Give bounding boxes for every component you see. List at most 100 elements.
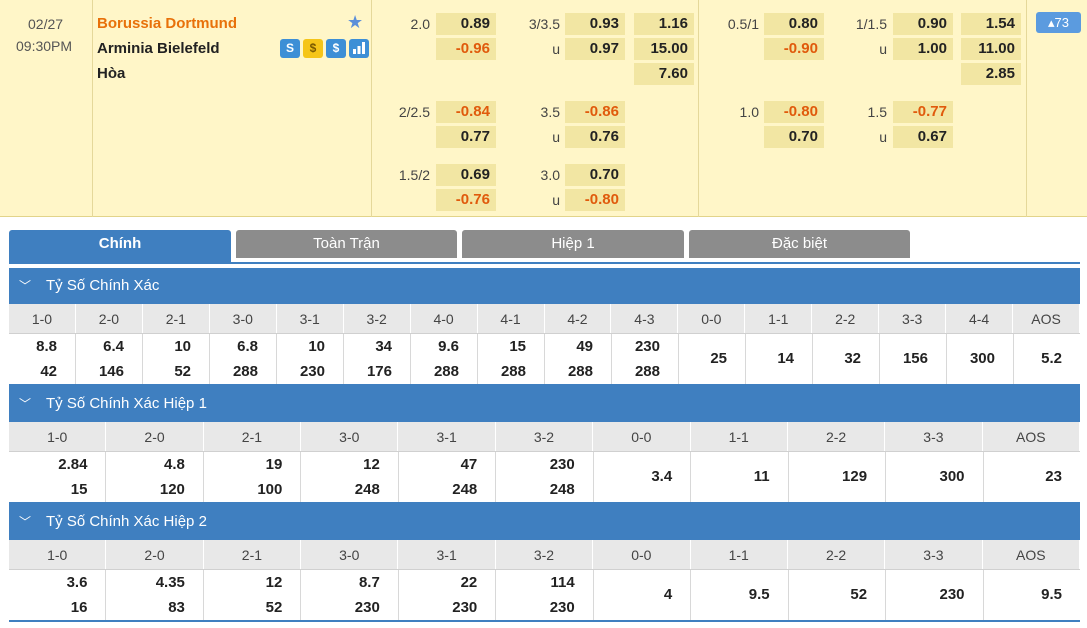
away-score-odds[interactable]: 288 bbox=[567, 363, 593, 380]
tab-main[interactable]: Chính bbox=[9, 230, 231, 264]
favorite-star-icon[interactable]: ★ bbox=[347, 12, 364, 32]
odds-cell[interactable]: -0.86 bbox=[565, 101, 625, 123]
score-odds[interactable]: 4 bbox=[663, 586, 673, 603]
tab-special[interactable]: Đặc biệt bbox=[689, 230, 910, 258]
score-odds-cell[interactable]: 10 52 bbox=[143, 334, 210, 384]
score-odds-cell[interactable]: 230 248 bbox=[496, 452, 594, 502]
score-odds-cell[interactable]: 49 288 bbox=[545, 334, 612, 384]
score-odds[interactable]: 25 bbox=[710, 350, 727, 367]
home-score-odds[interactable]: 15 bbox=[509, 338, 526, 355]
away-score-odds[interactable]: 100 bbox=[257, 481, 283, 498]
home-score-odds[interactable]: 6.4 bbox=[103, 338, 124, 355]
odds-cell[interactable]: -0.80 bbox=[565, 189, 625, 211]
odds-cell[interactable]: 15.00 bbox=[634, 38, 694, 60]
score-odds-cell[interactable]: 2.84 15 bbox=[9, 452, 107, 502]
score-odds[interactable]: 300 bbox=[939, 468, 965, 485]
score-odds-cell[interactable]: 9.5 bbox=[691, 570, 789, 620]
odds-cell[interactable]: 0.69 bbox=[436, 164, 496, 186]
score-odds[interactable]: 5.2 bbox=[1041, 350, 1062, 367]
score-odds[interactable]: 300 bbox=[969, 350, 995, 367]
odds-cell[interactable]: 1.54 bbox=[961, 13, 1021, 35]
tab-fulltime[interactable]: Toàn Trận bbox=[236, 230, 457, 258]
section-header-correct-score-h1[interactable]: ﹀ Tỷ Số Chính Xác Hiệp 1 bbox=[9, 386, 1080, 422]
away-score-odds[interactable]: 288 bbox=[500, 363, 526, 380]
score-odds[interactable]: 156 bbox=[902, 350, 928, 367]
away-score-odds[interactable]: 146 bbox=[98, 363, 124, 380]
away-score-odds[interactable]: 288 bbox=[634, 363, 660, 380]
score-odds[interactable]: 23 bbox=[1045, 468, 1062, 485]
home-score-odds[interactable]: 2.84 bbox=[58, 456, 88, 473]
score-odds[interactable]: 3.4 bbox=[651, 468, 673, 485]
score-odds-cell[interactable]: 12 248 bbox=[301, 452, 399, 502]
odds-cell[interactable]: 0.93 bbox=[565, 13, 625, 35]
home-score-odds[interactable]: 10 bbox=[308, 338, 325, 355]
home-team[interactable]: Borussia Dortmund bbox=[97, 15, 238, 32]
score-odds-cell[interactable]: 47 248 bbox=[399, 452, 497, 502]
home-score-odds[interactable]: 47 bbox=[460, 456, 478, 473]
score-odds-cell[interactable]: 9.6 288 bbox=[411, 334, 478, 384]
score-odds-cell[interactable]: 34 176 bbox=[344, 334, 411, 384]
score-odds-cell[interactable]: 22 230 bbox=[399, 570, 497, 620]
score-odds[interactable]: 14 bbox=[777, 350, 794, 367]
odds-cell[interactable]: 0.77 bbox=[436, 126, 496, 148]
score-odds-cell[interactable]: 9.5 bbox=[984, 570, 1080, 620]
odds-cell[interactable]: 0.80 bbox=[764, 13, 824, 35]
odds-cell[interactable]: 0.70 bbox=[764, 126, 824, 148]
home-score-odds[interactable]: 49 bbox=[576, 338, 593, 355]
score-odds-cell[interactable]: 19 100 bbox=[204, 452, 302, 502]
score-odds[interactable]: 32 bbox=[844, 350, 861, 367]
score-odds[interactable]: 52 bbox=[850, 586, 868, 603]
away-team[interactable]: Arminia Bielefeld bbox=[97, 40, 220, 57]
score-odds-cell[interactable]: 11 bbox=[691, 452, 789, 502]
odds-cell[interactable]: 0.70 bbox=[565, 164, 625, 186]
away-score-odds[interactable]: 52 bbox=[174, 363, 191, 380]
away-score-odds[interactable]: 230 bbox=[299, 363, 325, 380]
odds-cell[interactable]: 0.97 bbox=[565, 38, 625, 60]
away-score-odds[interactable]: 16 bbox=[70, 599, 88, 616]
section-header-correct-score[interactable]: ﹀ Tỷ Số Chính Xác bbox=[9, 268, 1080, 304]
score-odds-cell[interactable]: 12 52 bbox=[204, 570, 302, 620]
away-score-odds[interactable]: 52 bbox=[265, 599, 283, 616]
score-odds-cell[interactable]: 129 bbox=[789, 452, 887, 502]
home-score-odds[interactable]: 8.7 bbox=[358, 574, 380, 591]
away-score-odds[interactable]: 230 bbox=[549, 599, 575, 616]
odds-cell[interactable]: 0.90 bbox=[893, 13, 953, 35]
score-odds-cell[interactable]: 3.4 bbox=[594, 452, 692, 502]
away-score-odds[interactable]: 248 bbox=[549, 481, 575, 498]
home-score-odds[interactable]: 19 bbox=[265, 456, 283, 473]
score-odds-cell[interactable]: 5.2 bbox=[1014, 334, 1080, 384]
score-odds-cell[interactable]: 230 288 bbox=[612, 334, 679, 384]
odds-cell[interactable]: 7.60 bbox=[634, 63, 694, 85]
score-odds[interactable]: 11 bbox=[753, 468, 770, 485]
score-odds-cell[interactable]: 23 bbox=[984, 452, 1080, 502]
away-score-odds[interactable]: 120 bbox=[159, 481, 185, 498]
score-odds-cell[interactable]: 15 288 bbox=[478, 334, 545, 384]
odds-cell[interactable]: 11.00 bbox=[961, 38, 1021, 60]
home-score-odds[interactable]: 4.35 bbox=[155, 574, 185, 591]
odds-cell[interactable]: 0.76 bbox=[565, 126, 625, 148]
score-odds[interactable]: 9.5 bbox=[748, 586, 770, 603]
score-odds-cell[interactable]: 14 bbox=[746, 334, 813, 384]
score-odds-cell[interactable]: 25 bbox=[679, 334, 746, 384]
odds-cell[interactable]: 0.67 bbox=[893, 126, 953, 148]
coin-icon[interactable]: $ bbox=[303, 39, 323, 58]
away-score-odds[interactable]: 248 bbox=[354, 481, 380, 498]
score-odds-cell[interactable]: 6.4 146 bbox=[76, 334, 143, 384]
score-odds-cell[interactable]: 6.8 288 bbox=[210, 334, 277, 384]
home-score-odds[interactable]: 22 bbox=[460, 574, 478, 591]
score-odds-cell[interactable]: 114 230 bbox=[496, 570, 594, 620]
section-header-correct-score-h2[interactable]: ﹀ Tỷ Số Chính Xác Hiệp 2 bbox=[9, 504, 1080, 540]
odds-cell[interactable]: -0.76 bbox=[436, 189, 496, 211]
away-score-odds[interactable]: 288 bbox=[232, 363, 258, 380]
odds-cell[interactable]: -0.80 bbox=[764, 101, 824, 123]
home-score-odds[interactable]: 230 bbox=[634, 338, 660, 355]
dollar-icon[interactable]: $ bbox=[326, 39, 346, 58]
odds-cell[interactable]: -0.77 bbox=[893, 101, 953, 123]
score-odds[interactable]: 230 bbox=[939, 586, 965, 603]
away-score-odds[interactable]: 176 bbox=[366, 363, 392, 380]
tab-first-half[interactable]: Hiệp 1 bbox=[462, 230, 684, 258]
score-odds-cell[interactable]: 52 bbox=[789, 570, 887, 620]
odds-cell[interactable]: 0.89 bbox=[436, 13, 496, 35]
away-score-odds[interactable]: 288 bbox=[433, 363, 459, 380]
away-score-odds[interactable]: 15 bbox=[70, 481, 88, 498]
